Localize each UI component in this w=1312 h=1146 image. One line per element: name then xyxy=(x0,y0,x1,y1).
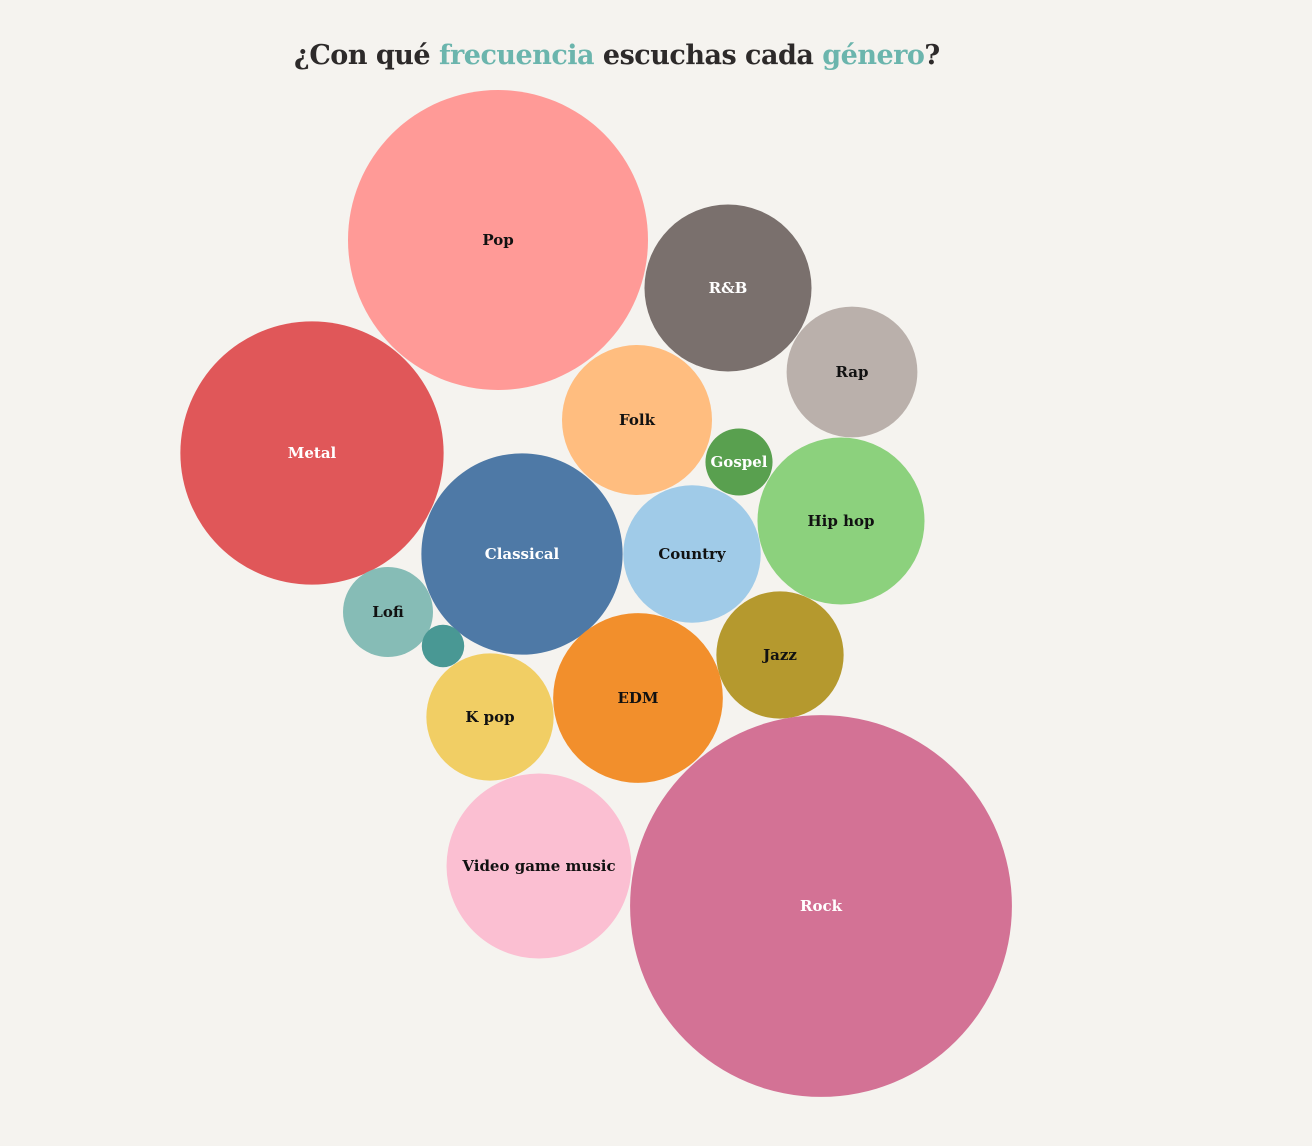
bubble-label: K pop xyxy=(465,708,514,726)
bubble-label: Pop xyxy=(482,231,513,249)
bubble-circle[interactable] xyxy=(180,321,444,585)
bubble-circle[interactable] xyxy=(421,453,623,655)
bubble-circle[interactable] xyxy=(348,90,648,390)
bubble-pop[interactable]: Pop xyxy=(348,90,648,390)
bubble-classical[interactable]: Classical xyxy=(421,453,623,655)
bubble-hip-hop[interactable]: Hip hop xyxy=(757,437,925,605)
bubble-circle[interactable] xyxy=(757,437,925,605)
bubble-label: Video game music xyxy=(461,857,615,875)
bubble-label: EDM xyxy=(617,689,658,707)
bubble-rap[interactable]: Rap xyxy=(786,306,918,438)
bubble-lofi[interactable]: Lofi xyxy=(343,567,433,657)
bubble-video-game-music[interactable]: Video game music xyxy=(446,773,632,959)
bubble-circle[interactable] xyxy=(644,204,812,372)
bubble-jazz[interactable]: Jazz xyxy=(716,591,844,719)
bubble-country[interactable]: Country xyxy=(623,485,761,623)
title-part: ¿Con qué xyxy=(294,40,439,71)
bubble-circle[interactable] xyxy=(630,715,1012,1097)
bubble-circle[interactable] xyxy=(705,428,773,496)
title-highlight-genero: género xyxy=(822,40,925,71)
bubble-edm[interactable]: EDM xyxy=(553,613,723,783)
bubble-folk[interactable]: Folk xyxy=(562,345,712,495)
bubble-r-b[interactable]: R&B xyxy=(644,204,812,372)
bubble-circle[interactable] xyxy=(421,624,465,668)
bubble-rock[interactable]: Rock xyxy=(630,715,1012,1097)
bubble-label: Rock xyxy=(800,897,843,915)
bubble-k-pop[interactable]: K pop xyxy=(426,653,554,781)
bubble-label: Country xyxy=(658,545,727,563)
bubble-metal[interactable]: Metal xyxy=(180,321,444,585)
bubble-circle[interactable] xyxy=(716,591,844,719)
bubble-label: Classical xyxy=(485,545,560,563)
bubble-label: Folk xyxy=(619,411,656,429)
bubble-circle[interactable] xyxy=(562,345,712,495)
bubble-label: Metal xyxy=(288,444,337,462)
bubble-label: Gospel xyxy=(711,453,768,471)
bubble-unlabeled[interactable] xyxy=(421,624,465,668)
bubble-circle[interactable] xyxy=(553,613,723,783)
bubble-circle[interactable] xyxy=(786,306,918,438)
bubble-label: Hip hop xyxy=(808,512,875,530)
bubble-label: Jazz xyxy=(761,646,797,664)
bubble-label: R&B xyxy=(709,279,748,297)
bubble-gospel[interactable]: Gospel xyxy=(705,428,773,496)
bubble-circle[interactable] xyxy=(426,653,554,781)
bubble-label: Rap xyxy=(835,363,868,381)
title-highlight-frecuencia: frecuencia xyxy=(438,40,595,71)
bubble-circle[interactable] xyxy=(343,567,433,657)
bubble-circle[interactable] xyxy=(446,773,632,959)
title-part: escuchas cada xyxy=(594,40,823,71)
title-part: ? xyxy=(924,40,940,71)
chart-title: ¿Con qué frecuencia escuchas cada género… xyxy=(294,40,994,71)
bubble-label: Lofi xyxy=(372,603,404,621)
bubble-circle[interactable] xyxy=(623,485,761,623)
